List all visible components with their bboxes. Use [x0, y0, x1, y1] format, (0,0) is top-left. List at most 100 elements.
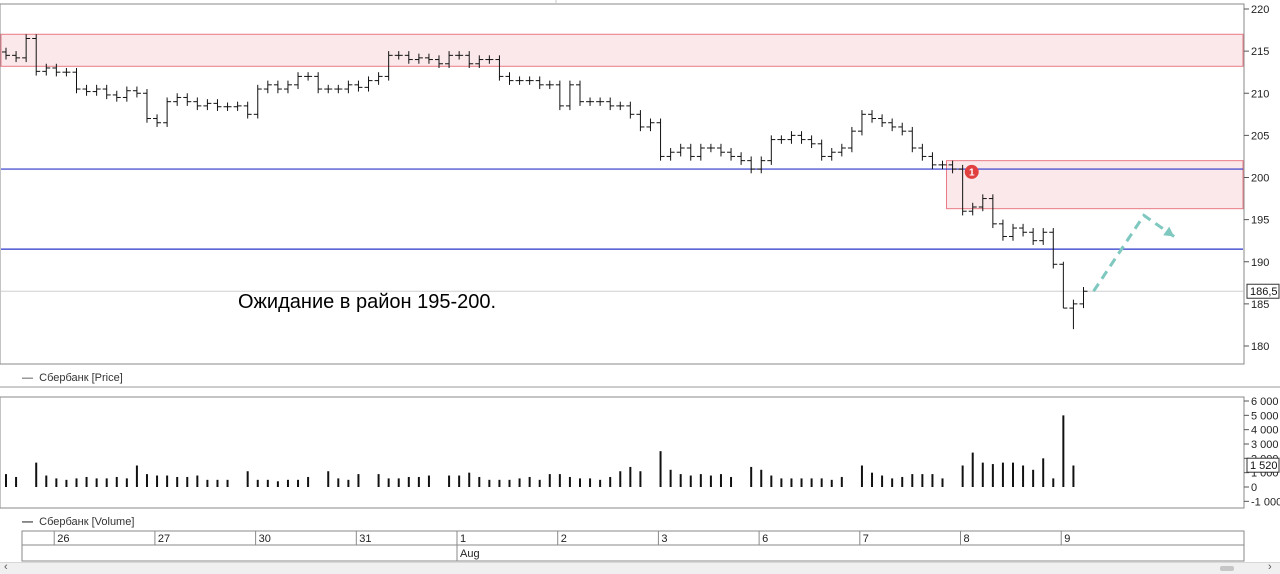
time-axis-label: 26: [57, 533, 69, 545]
volume-legend-label: Сбербанк [Volume]: [39, 516, 135, 528]
price-bar: [847, 126, 856, 153]
price-bar: [1079, 287, 1088, 309]
price-bar: [636, 110, 645, 132]
price-legend-swatch: —: [22, 372, 40, 384]
price-bar: [193, 97, 202, 111]
volume-axis-label: 0: [1251, 482, 1257, 494]
price-bar: [374, 72, 383, 85]
price-axis-label: 180: [1251, 341, 1269, 353]
price-bar: [82, 84, 91, 96]
resistance-zone-2: [946, 160, 1244, 210]
price-bar: [586, 97, 595, 106]
time-axis-label: 30: [259, 533, 271, 545]
price-legend: — Сбербанк [Price]: [22, 372, 123, 384]
price-bar: [153, 114, 162, 127]
price-axis-label: 215: [1251, 46, 1269, 58]
volume-axis-label: 3 000: [1251, 439, 1279, 451]
price-bar: [757, 156, 766, 174]
last-volume-badge: [1246, 457, 1280, 473]
price-bar: [666, 148, 675, 161]
price-bar: [626, 101, 635, 119]
time-axis: [21, 530, 1245, 562]
price-axis-label: 205: [1251, 130, 1269, 142]
price-bar: [1019, 223, 1028, 237]
price-bar: [2, 47, 10, 60]
price-bar: [485, 55, 494, 64]
price-bar: [535, 76, 544, 90]
price-bar: [92, 84, 101, 96]
price-bar: [354, 80, 363, 92]
price-bar: [616, 101, 625, 111]
price-bar: [304, 72, 313, 81]
price-bar: [998, 219, 1007, 241]
price-axis: 180 185 190 195 200 205 210 215 220 186,5: [1244, 4, 1280, 353]
price-bar: [716, 143, 725, 157]
price-bar: [505, 72, 514, 85]
price-bar: [878, 114, 887, 127]
price-bar: [696, 143, 705, 161]
price-bar: [656, 118, 665, 161]
volume-axis-label: 4 000: [1251, 425, 1279, 437]
price-bar: [1059, 261, 1068, 309]
price-bar: [606, 97, 615, 111]
price-bar: [394, 51, 403, 60]
price-bar: [868, 110, 877, 123]
volume-legend-swatch: —: [22, 516, 40, 528]
price-axis-label: 195: [1251, 215, 1269, 227]
scroll-left-icon[interactable]: ‹: [4, 561, 8, 573]
price-bar: [827, 148, 836, 161]
horizontal-scrollbar[interactable]: ‹ ›: [0, 561, 1280, 574]
price-bar: [142, 89, 151, 123]
last-price-label: 186,5: [1250, 286, 1278, 298]
price-bar: [686, 143, 695, 161]
price-bar: [575, 80, 584, 106]
time-axis-label: 31: [359, 533, 371, 545]
price-bar: [565, 80, 574, 111]
price-bar: [807, 135, 816, 149]
price-bar: [948, 160, 957, 174]
price-bar: [263, 80, 272, 94]
price-bar: [1029, 228, 1038, 245]
price-bar: [32, 34, 41, 76]
price-bar: [253, 84, 262, 119]
price-bar: [213, 99, 222, 111]
price-axis-label: 210: [1251, 88, 1269, 100]
time-axis-label: 1: [460, 533, 466, 545]
signal-marker-label: 1: [969, 167, 975, 178]
time-axis-label: 2: [561, 533, 567, 545]
price-bar: [314, 72, 323, 94]
price-bar: [455, 51, 464, 60]
last-volume-label: 1 520: [1250, 460, 1278, 472]
time-axis-label: 7: [863, 533, 869, 545]
price-bar: [898, 122, 907, 136]
signal-marker: [964, 164, 979, 179]
price-bar: [384, 51, 393, 81]
volume-axis-label: 6 000: [1251, 396, 1279, 408]
price-bar: [797, 131, 806, 144]
price-bar: [676, 143, 685, 157]
price-bar: [596, 97, 605, 106]
price-bar: [777, 135, 786, 144]
price-bar: [364, 76, 373, 92]
price-bar: [555, 80, 564, 111]
price-axis-label: 200: [1251, 173, 1269, 185]
price-bar: [938, 160, 947, 170]
last-price-badge: [1246, 283, 1280, 299]
price-bar: [22, 34, 31, 63]
price-axis-label: 185: [1251, 299, 1269, 311]
time-axis-month-label: Aug: [460, 548, 480, 560]
price-bar: [988, 194, 997, 229]
price-bar: [918, 143, 927, 161]
price-bar: [888, 118, 897, 132]
price-bar: [344, 80, 353, 94]
price-bar: [163, 97, 172, 127]
scroll-right-icon[interactable]: ›: [1268, 561, 1272, 573]
price-bar: [1069, 299, 1078, 330]
scroll-thumb[interactable]: [1220, 566, 1234, 571]
price-bar: [62, 67, 71, 77]
price-bar: [515, 76, 524, 85]
volume-legend: — Сбербанк [Volume]: [22, 516, 134, 528]
price-bar: [1049, 228, 1058, 269]
